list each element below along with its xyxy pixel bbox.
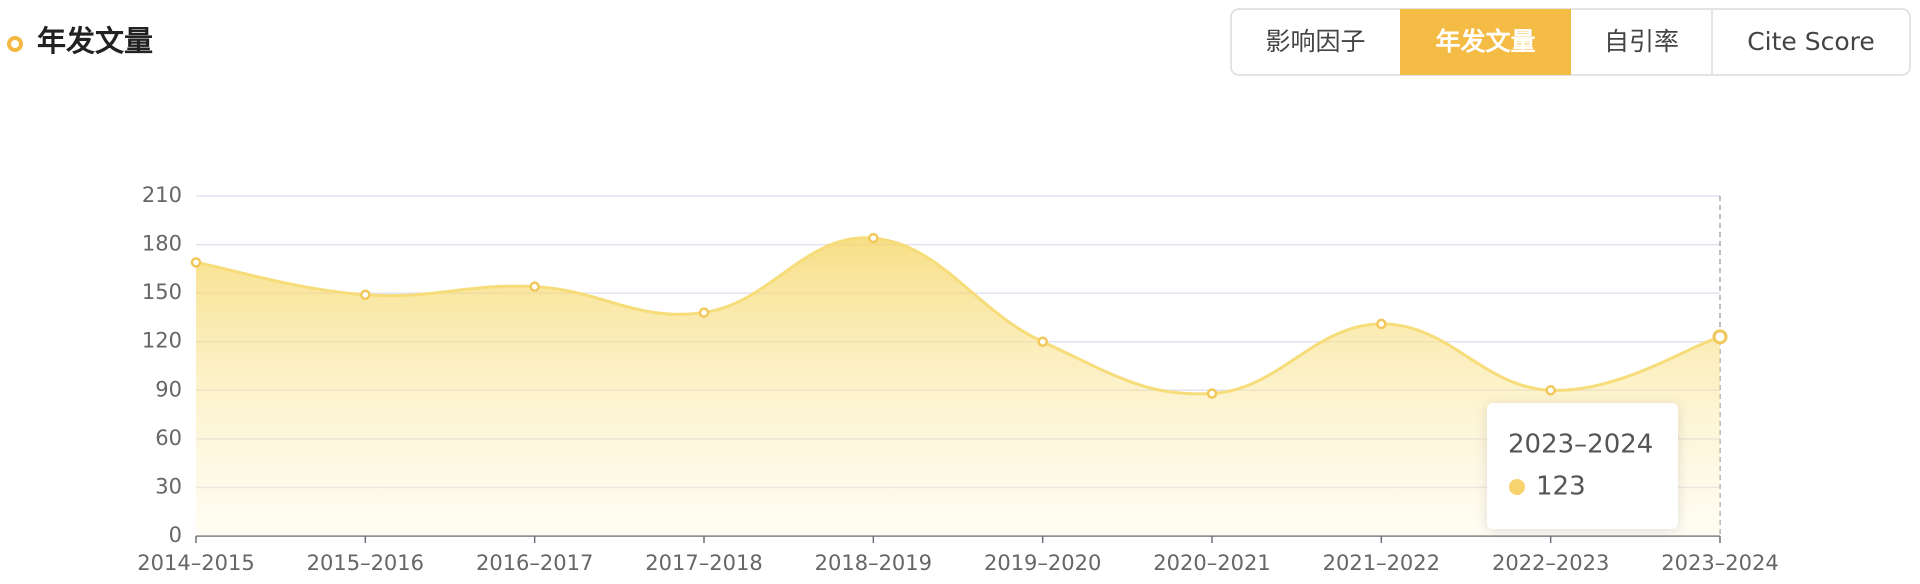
point: [529, 281, 540, 292]
tooltip-title: 2023–2024: [1508, 430, 1653, 460]
x-tick-label: 2022–2023: [1492, 551, 1609, 575]
point: [868, 232, 879, 244]
y-tick-label: 120: [142, 329, 182, 353]
y-tick-label: 180: [142, 232, 182, 256]
point: [190, 257, 202, 268]
tab[interactable]: 影响因子: [1265, 27, 1365, 56]
area: [196, 237, 1720, 536]
line: [195, 236, 1721, 396]
section-title: 年发文量: [37, 24, 153, 58]
y-tick-label: 60: [155, 426, 182, 450]
tab-bar: [1230, 8, 1911, 76]
tab[interactable]: 年发文量: [1435, 27, 1535, 56]
y-tick-label: 90: [155, 377, 182, 401]
tooltip-box: [1487, 403, 1678, 529]
tooltip-value: 123: [1536, 472, 1586, 502]
point: [1206, 388, 1218, 399]
point: [1037, 336, 1048, 347]
point: [1545, 385, 1556, 396]
tab[interactable]: Cite Score: [1747, 27, 1875, 56]
tooltip: 2023–2024 123: [1487, 403, 1678, 529]
y-tick-label: 0: [169, 523, 182, 547]
x-tick-label: 2023–2024: [1661, 551, 1778, 575]
point: [360, 289, 371, 301]
point: [698, 307, 710, 318]
point: [1376, 318, 1387, 330]
tooltip-marker: [1509, 479, 1525, 495]
y-tick-label: 210: [142, 183, 182, 207]
x-tick-label: 2021–2022: [1323, 551, 1440, 575]
x-tick-label: 2016–2017: [476, 551, 593, 575]
y-tick-label: 150: [142, 280, 182, 304]
title-icon: [7, 36, 23, 52]
x-tick-label: 2020–2021: [1153, 551, 1270, 575]
y-tick-label: 30: [155, 474, 182, 498]
x-tick-label: 2018–2019: [815, 551, 932, 575]
x-tick-label: 2014–2015: [137, 551, 254, 575]
active-tab-bg: [1400, 9, 1571, 75]
point: [1712, 329, 1728, 345]
tab[interactable]: 自引率: [1604, 27, 1679, 56]
x-tick-label: 2019–2020: [984, 551, 1101, 575]
x-tick-label: 2015–2016: [307, 551, 424, 575]
x-tick-label: 2017–2018: [645, 551, 762, 575]
